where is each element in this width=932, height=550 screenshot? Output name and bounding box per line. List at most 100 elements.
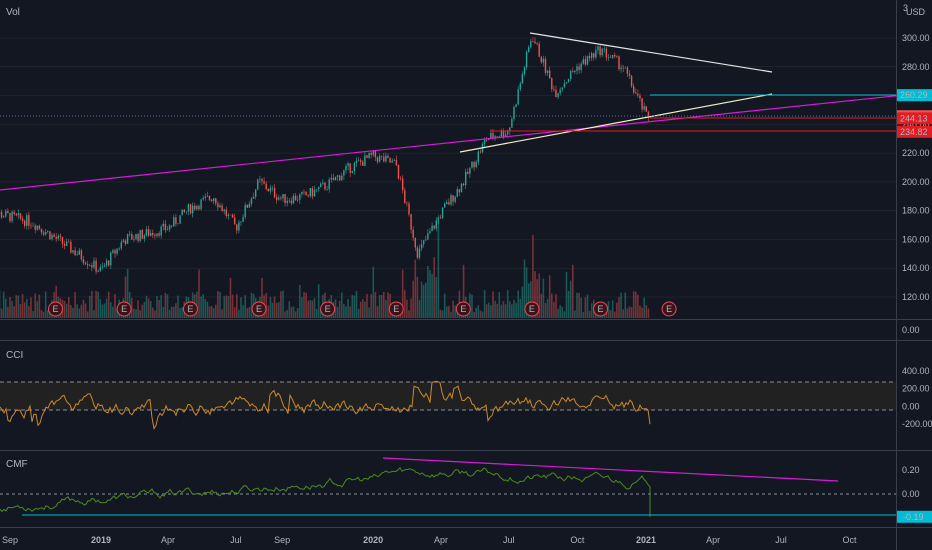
candle-body [103,265,106,267]
time-tick-label: Apr [161,535,175,545]
candle-body [236,224,238,231]
candle-body [19,213,22,219]
volume-bar [305,292,307,318]
price-grid [0,37,896,298]
time-tick-label: Oct [843,535,858,545]
candle-body [332,177,335,181]
volume-bar [443,293,446,318]
volume-bar [40,310,43,318]
volume-bar [403,290,406,318]
candle-body [217,203,219,208]
volume-bar [355,290,358,318]
volume-bar [212,308,215,318]
candle-body [429,231,431,234]
candle-body [492,132,494,139]
candle-body [267,189,269,192]
candle-body [168,225,171,230]
currency-label[interactable]: USD [906,7,926,17]
volume-bar [454,305,456,318]
candle-body [128,233,131,235]
candle-body [569,71,572,79]
volume-bar [483,290,486,318]
volume-bar [485,304,488,318]
volume-bar [162,306,165,318]
candle-body [370,152,372,155]
candle-body [17,213,20,216]
volume-bar [351,295,354,318]
candle-body [359,160,362,162]
candle-body [555,89,557,98]
candle-body [456,189,458,197]
volume-bar [70,305,72,318]
candle-body [632,86,635,93]
volume-bar [479,310,482,318]
volume-bar [525,267,528,318]
candle-body [530,41,532,48]
candle-body [488,138,490,141]
candle-body [336,175,339,177]
volume-bar [269,296,272,318]
candle-body [540,56,542,63]
time-tick-label: 2020 [363,535,383,545]
time-axis[interactable]: Sep 2019 Apr Jul Sep 2020 Apr Jul Oct 2021 Apr Jul O… [2,535,857,545]
candle-body [223,209,225,212]
volume-bar [103,303,106,318]
volume-bar [76,304,78,318]
candle-body [124,240,127,244]
cmf-tick-label: 0.00 [902,489,920,499]
candle-body [578,66,580,70]
candle-body [416,247,419,258]
volume-bar [286,309,288,318]
volume-bar [11,301,13,318]
candle-body [490,132,492,139]
cmf-magenta-trendline[interactable] [382,457,839,482]
volume-bar [616,302,618,318]
volume-axis: 0.00 [902,325,920,335]
candle-body [292,195,295,204]
candle-body [284,194,286,204]
volume-bar [130,298,133,318]
volume-bar [275,303,278,318]
volume-bar [288,301,291,318]
volume-bar [471,294,473,318]
candle-body [118,248,120,249]
candle-body [614,55,616,57]
candle-body [317,187,320,190]
candle-body [141,230,143,239]
candle-body [173,217,175,227]
candle-body [439,217,442,219]
candle-body [542,58,545,63]
volume-bar [248,306,251,318]
volume-bar [15,295,18,318]
volume-bar [435,277,438,318]
candle-body [418,248,421,258]
candle-body [626,67,629,74]
triangle-upper-trendline[interactable] [529,32,773,73]
cmf-pane-title: CMF [6,459,28,470]
candle-body [110,252,112,266]
cmf-axis: 0.20 0.00 [902,465,920,499]
volume-bar [506,290,509,318]
cmf-tick-label: 0.20 [902,465,920,475]
volume-bar [580,297,582,318]
drawing-trendlines[interactable] [0,32,932,191]
volume-bar [439,309,442,318]
price-tick-label: 300.00 [902,33,930,43]
magenta-trendline[interactable] [0,91,932,191]
volume-bar [44,291,47,318]
triangle-lower-trendline[interactable] [459,93,773,153]
earnings-marker-label: E [529,304,535,314]
volume-bar [267,305,270,318]
volume-bar [170,306,173,318]
cci-axis: 400.00 200.00 0.00 -200.00 [902,366,932,429]
candle-body [275,197,278,200]
candle-body [322,182,324,184]
candle-body [63,243,66,246]
candle-body [397,165,400,179]
earnings-marker-label: E [325,304,331,314]
candle-body [506,131,509,135]
candle-body [572,71,574,73]
volume-bar [202,294,204,318]
